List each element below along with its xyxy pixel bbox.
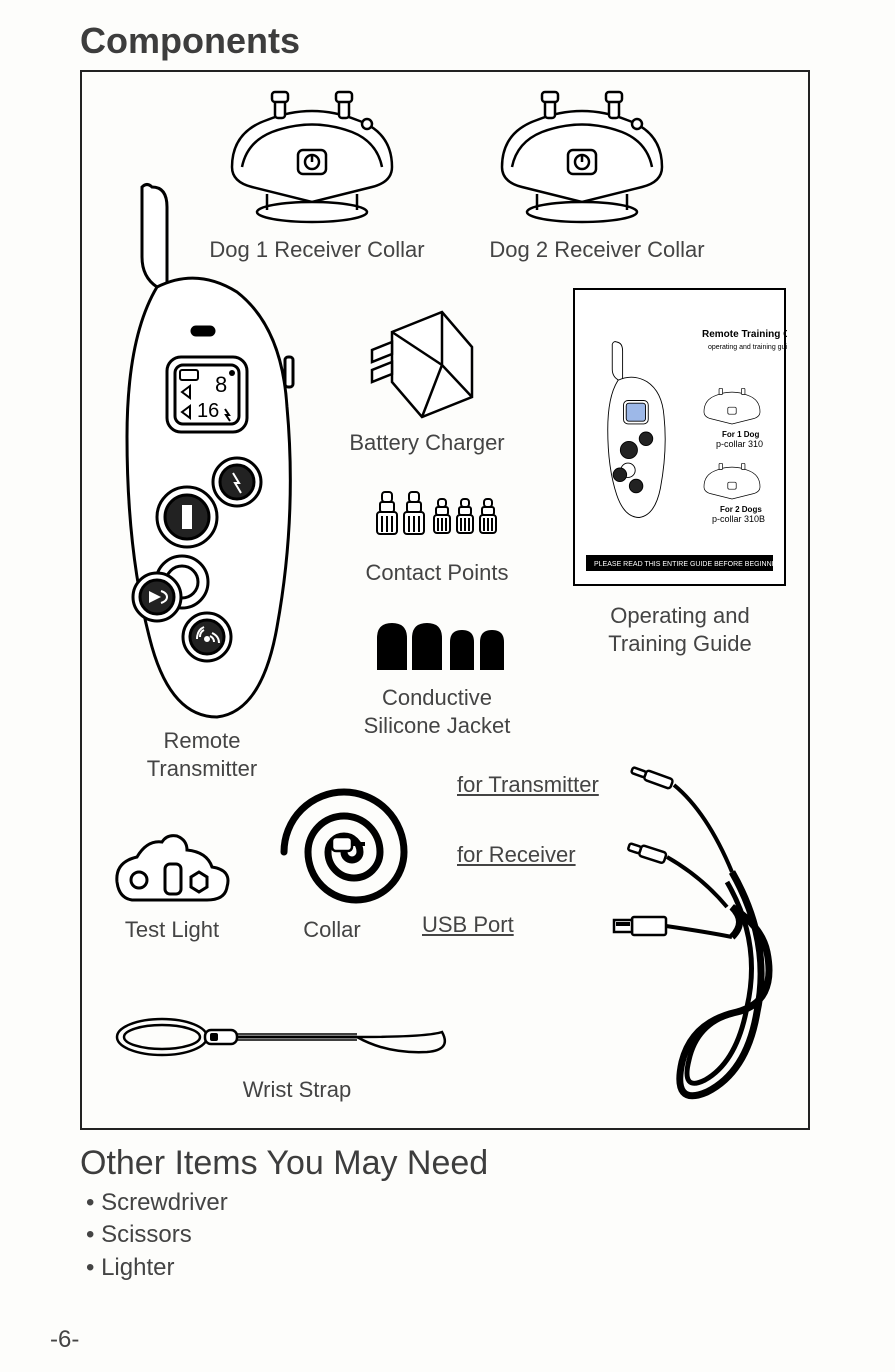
remote-transmitter-label: Remote Transmitter bbox=[122, 727, 282, 782]
contact-points-icon bbox=[372, 487, 502, 552]
collar-icon bbox=[277, 777, 427, 932]
svg-text:For 1 Dog: For 1 Dog bbox=[722, 430, 759, 439]
other-item: Lighter bbox=[86, 1252, 825, 1284]
svg-text:PLEASE READ THIS ENTIRE GUIDE: PLEASE READ THIS ENTIRE GUIDE BEFORE BEG… bbox=[594, 561, 784, 568]
dog2-receiver-label: Dog 2 Receiver Collar bbox=[482, 237, 712, 263]
operating-guide-l2: Training Guide bbox=[608, 631, 751, 656]
cable-transmitter-label: for Transmitter bbox=[457, 772, 627, 798]
battery-charger-icon bbox=[347, 287, 487, 432]
page-number: -6- bbox=[50, 1326, 79, 1354]
svg-text:p-collar 310B: p-collar 310B bbox=[712, 514, 765, 524]
silicone-jacket-l2: Silicone Jacket bbox=[364, 713, 511, 738]
remote-transmitter-l1: Remote bbox=[163, 728, 240, 753]
other-item: Screwdriver bbox=[86, 1187, 825, 1219]
svg-text:p-collar 310: p-collar 310 bbox=[716, 439, 763, 449]
operating-guide-label: Operating and Training Guide bbox=[580, 602, 780, 657]
contact-points-label: Contact Points bbox=[342, 560, 532, 586]
remote-transmitter-icon: 8 16 bbox=[97, 177, 307, 742]
components-heading: Components bbox=[80, 20, 825, 62]
svg-text:16: 16 bbox=[197, 400, 219, 422]
battery-charger-label: Battery Charger bbox=[332, 430, 522, 456]
guide-subtitle: operating and training guide bbox=[708, 344, 787, 351]
silicone-jacket-label: Conductive Silicone Jacket bbox=[337, 684, 537, 739]
other-items-list: Screwdriver Scissors Lighter bbox=[86, 1187, 825, 1284]
cable-usb-label: USB Port bbox=[422, 912, 542, 938]
test-light-label: Test Light bbox=[107, 917, 237, 943]
other-items-heading: Other Items You May Need bbox=[80, 1144, 825, 1183]
test-light-icon bbox=[107, 832, 237, 912]
silicone-jacket-l1: Conductive bbox=[382, 685, 492, 710]
svg-text:For 2 Dogs: For 2 Dogs bbox=[720, 505, 762, 514]
remote-transmitter-l2: Transmitter bbox=[147, 756, 257, 781]
svg-text:8: 8 bbox=[215, 372, 227, 397]
usb-cable-icon bbox=[447, 762, 807, 1117]
wrist-strap-icon bbox=[107, 1002, 457, 1077]
cable-receiver-label: for Receiver bbox=[457, 842, 617, 868]
other-item: Scissors bbox=[86, 1219, 825, 1251]
silicone-jacket-icon bbox=[372, 620, 522, 680]
dog2-receiver-icon bbox=[482, 82, 682, 237]
guide-title: Remote Training Collar bbox=[702, 329, 787, 340]
wrist-strap-label: Wrist Strap bbox=[222, 1077, 372, 1103]
collar-label: Collar bbox=[282, 917, 382, 943]
operating-guide-l1: Operating and bbox=[610, 603, 749, 628]
components-box: Dog 1 Receiver Collar bbox=[80, 70, 810, 1130]
operating-guide-icon: Remote Training Collar operating and tra… bbox=[572, 287, 787, 592]
